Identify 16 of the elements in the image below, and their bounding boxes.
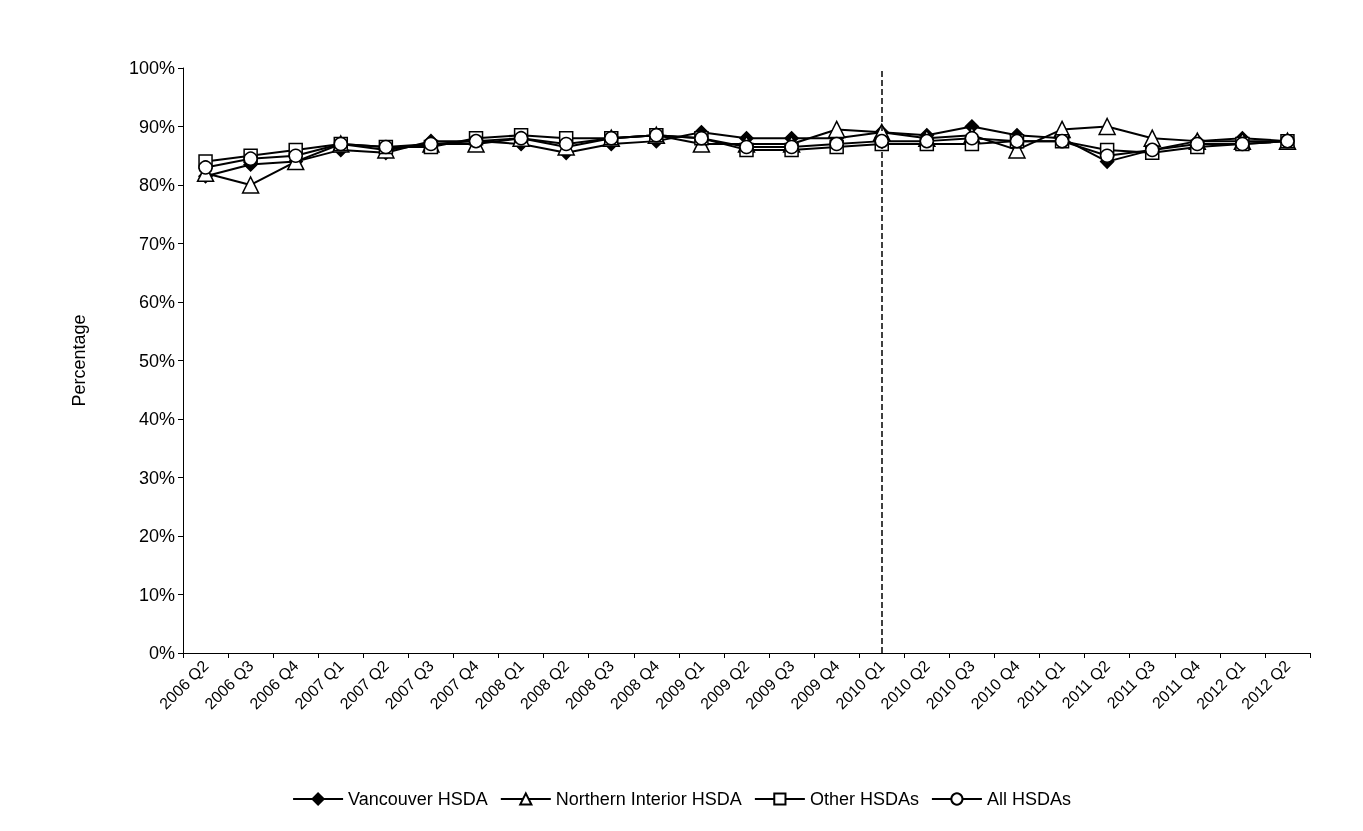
y-tick-label: 100%	[128, 58, 175, 78]
y-tick-label: 30%	[138, 467, 175, 488]
y-tick-label: 10%	[138, 584, 175, 605]
y-tick-label: 40%	[138, 409, 175, 429]
y-tick-label: 90%	[138, 116, 175, 137]
y-tick-label: 80%	[138, 175, 175, 195]
y-tick-label: 50%	[138, 350, 175, 371]
y-axis-title: Percentage	[69, 314, 89, 407]
y-tick-label: 0%	[148, 643, 175, 663]
y-tick-label: 60%	[138, 292, 175, 312]
y-tick-label: 70%	[138, 233, 175, 254]
y-tick-label: 20%	[138, 526, 175, 546]
legend-label: Other HSDAs	[809, 789, 919, 809]
legend-label: All HSDAs	[986, 789, 1071, 809]
legend-label: Northern Interior HSDA	[555, 789, 742, 809]
legend-label: Vancouver HSDA	[348, 789, 488, 809]
